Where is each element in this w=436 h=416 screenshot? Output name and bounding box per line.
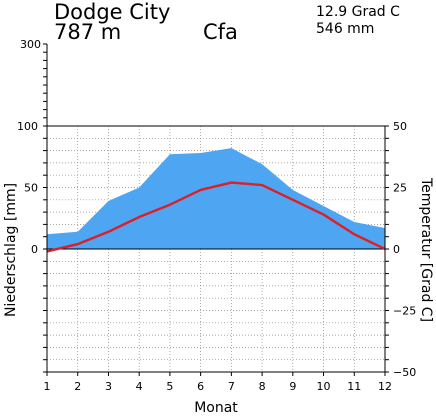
left-tick-label: 100 bbox=[17, 120, 38, 133]
x-tick-label: 5 bbox=[166, 380, 173, 393]
station-name: Dodge City bbox=[54, 0, 171, 24]
left-extension-tick-label: 300 bbox=[20, 38, 41, 51]
chart-marks bbox=[46, 148, 386, 253]
x-tick-label: 3 bbox=[105, 380, 112, 393]
right-tick-label: −25 bbox=[393, 305, 416, 318]
temperature-line bbox=[46, 181, 386, 253]
x-tick-label: 11 bbox=[347, 380, 361, 393]
x-tick-label: 2 bbox=[74, 380, 81, 393]
y-axis-label-left: Niederschlag [mm] bbox=[3, 183, 19, 317]
right-tick-label: 50 bbox=[393, 120, 407, 133]
right-tick-label: 25 bbox=[393, 182, 407, 195]
left-tick-label: 50 bbox=[24, 182, 38, 195]
annual-precipitation: 546 mm bbox=[316, 21, 375, 37]
x-tick-label: 10 bbox=[317, 380, 331, 393]
station-elevation: 787 m bbox=[54, 20, 122, 44]
x-tick-label: 9 bbox=[289, 380, 296, 393]
x-tick-label: 8 bbox=[259, 380, 266, 393]
x-tick-label: 6 bbox=[197, 380, 204, 393]
left-tick-label: 0 bbox=[31, 243, 38, 256]
right-tick-label: 0 bbox=[393, 243, 400, 256]
precipitation-area bbox=[47, 148, 385, 249]
x-tick-label: 1 bbox=[44, 380, 51, 393]
x-axis-label: Monat bbox=[194, 400, 238, 416]
x-tick-label: 4 bbox=[136, 380, 143, 393]
y-axis-label-right: Temperatur [Grad C] bbox=[418, 177, 434, 322]
x-tick-label: 7 bbox=[228, 380, 235, 393]
right-tick-label: −50 bbox=[393, 366, 416, 379]
annual-mean-temperature: 12.9 Grad C bbox=[316, 4, 400, 20]
x-tick-label: 12 bbox=[378, 380, 392, 393]
climate-classification: Cfa bbox=[203, 20, 238, 44]
